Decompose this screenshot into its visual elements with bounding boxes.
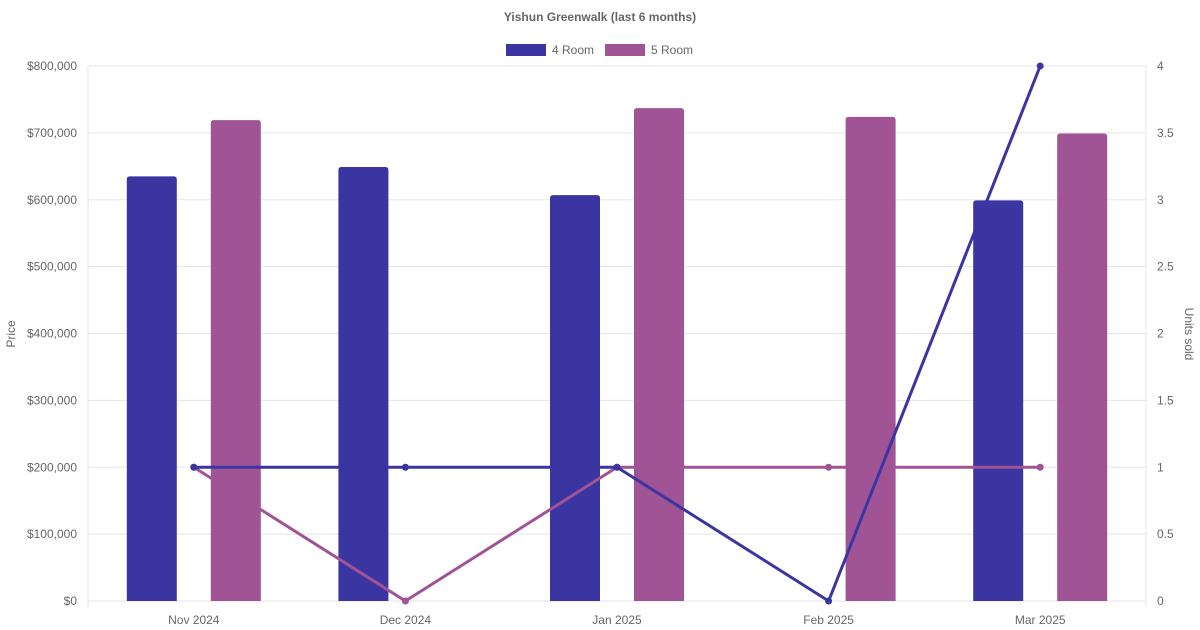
- y-left-tick-label: $100,000: [27, 527, 77, 541]
- y-right-tick-label: 1: [1157, 460, 1164, 474]
- lines-layer: [190, 62, 1044, 605]
- point-units-0-mar-2025[interactable]: [1036, 62, 1044, 70]
- y-left-tick-label: $300,000: [27, 393, 77, 407]
- axis-labels-layer: $0 $100,000 $200,000 $300,000 $400,000 $500,0…: [27, 59, 1174, 627]
- y-right-tick-label: 0.5: [1157, 527, 1174, 541]
- point-units-0-dec-2024[interactable]: [401, 463, 409, 471]
- x-tick-label-mar-2025: Mar 2025: [1015, 613, 1066, 627]
- bars-layer: [126, 108, 1108, 601]
- point-units-1-dec-2024[interactable]: [401, 597, 409, 605]
- y-left-tick-label: $500,000: [27, 260, 77, 274]
- legend-swatch-5-room: [605, 44, 645, 56]
- y-axis-right-title: Units sold: [1182, 308, 1196, 361]
- point-units-0-jan-2025[interactable]: [613, 463, 621, 471]
- bar-4-room-mar-2025[interactable]: [973, 200, 1024, 601]
- legend: 4 Room 5 Room: [506, 43, 693, 57]
- y-left-tick-label: $400,000: [27, 327, 77, 341]
- y-left-tick-label: $0: [64, 594, 78, 608]
- y-left-tick-label: $700,000: [27, 126, 77, 140]
- chart-title: Yishun Greenwalk (last 6 months): [504, 10, 696, 24]
- y-right-tick-label: 4: [1157, 59, 1164, 73]
- y-right-tick-label: 1.5: [1157, 393, 1174, 407]
- y-left-tick-label: $600,000: [27, 193, 77, 207]
- y-left-tick-label: $800,000: [27, 59, 77, 73]
- x-tick-label-jan-2025: Jan 2025: [592, 613, 642, 627]
- bar-4-room-nov-2024[interactable]: [126, 176, 177, 601]
- x-tick-label-feb-2025: Feb 2025: [803, 613, 854, 627]
- legend-item-5-room[interactable]: 5 Room: [605, 43, 693, 57]
- legend-label-4-room: 4 Room: [552, 43, 594, 57]
- legend-label-5-room: 5 Room: [651, 43, 693, 57]
- y-right-tick-label: 2: [1157, 327, 1164, 341]
- point-units-0-nov-2024[interactable]: [190, 463, 198, 471]
- x-tick-label-nov-2024: Nov 2024: [168, 613, 220, 627]
- y-right-tick-label: 3: [1157, 193, 1164, 207]
- point-units-0-feb-2025[interactable]: [825, 597, 833, 605]
- bar-5-room-mar-2025[interactable]: [1057, 133, 1108, 601]
- y-right-tick-label: 2.5: [1157, 260, 1174, 274]
- bar-5-room-jan-2025[interactable]: [634, 108, 684, 601]
- bar-5-room-feb-2025[interactable]: [845, 116, 896, 601]
- point-units-1-feb-2025[interactable]: [825, 463, 833, 471]
- bar-4-room-jan-2025[interactable]: [550, 195, 600, 601]
- bar-4-room-dec-2024[interactable]: [338, 166, 389, 601]
- point-units-1-mar-2025[interactable]: [1036, 463, 1044, 471]
- legend-swatch-4-room: [506, 44, 546, 56]
- y-left-tick-label: $200,000: [27, 460, 77, 474]
- legend-item-4-room[interactable]: 4 Room: [506, 43, 594, 57]
- y-right-tick-label: 0: [1157, 594, 1164, 608]
- y-right-tick-label: 3.5: [1157, 126, 1174, 140]
- bar-5-room-nov-2024[interactable]: [210, 120, 261, 601]
- x-tick-label-dec-2024: Dec 2024: [380, 613, 432, 627]
- y-axis-left-title: Price: [4, 320, 18, 348]
